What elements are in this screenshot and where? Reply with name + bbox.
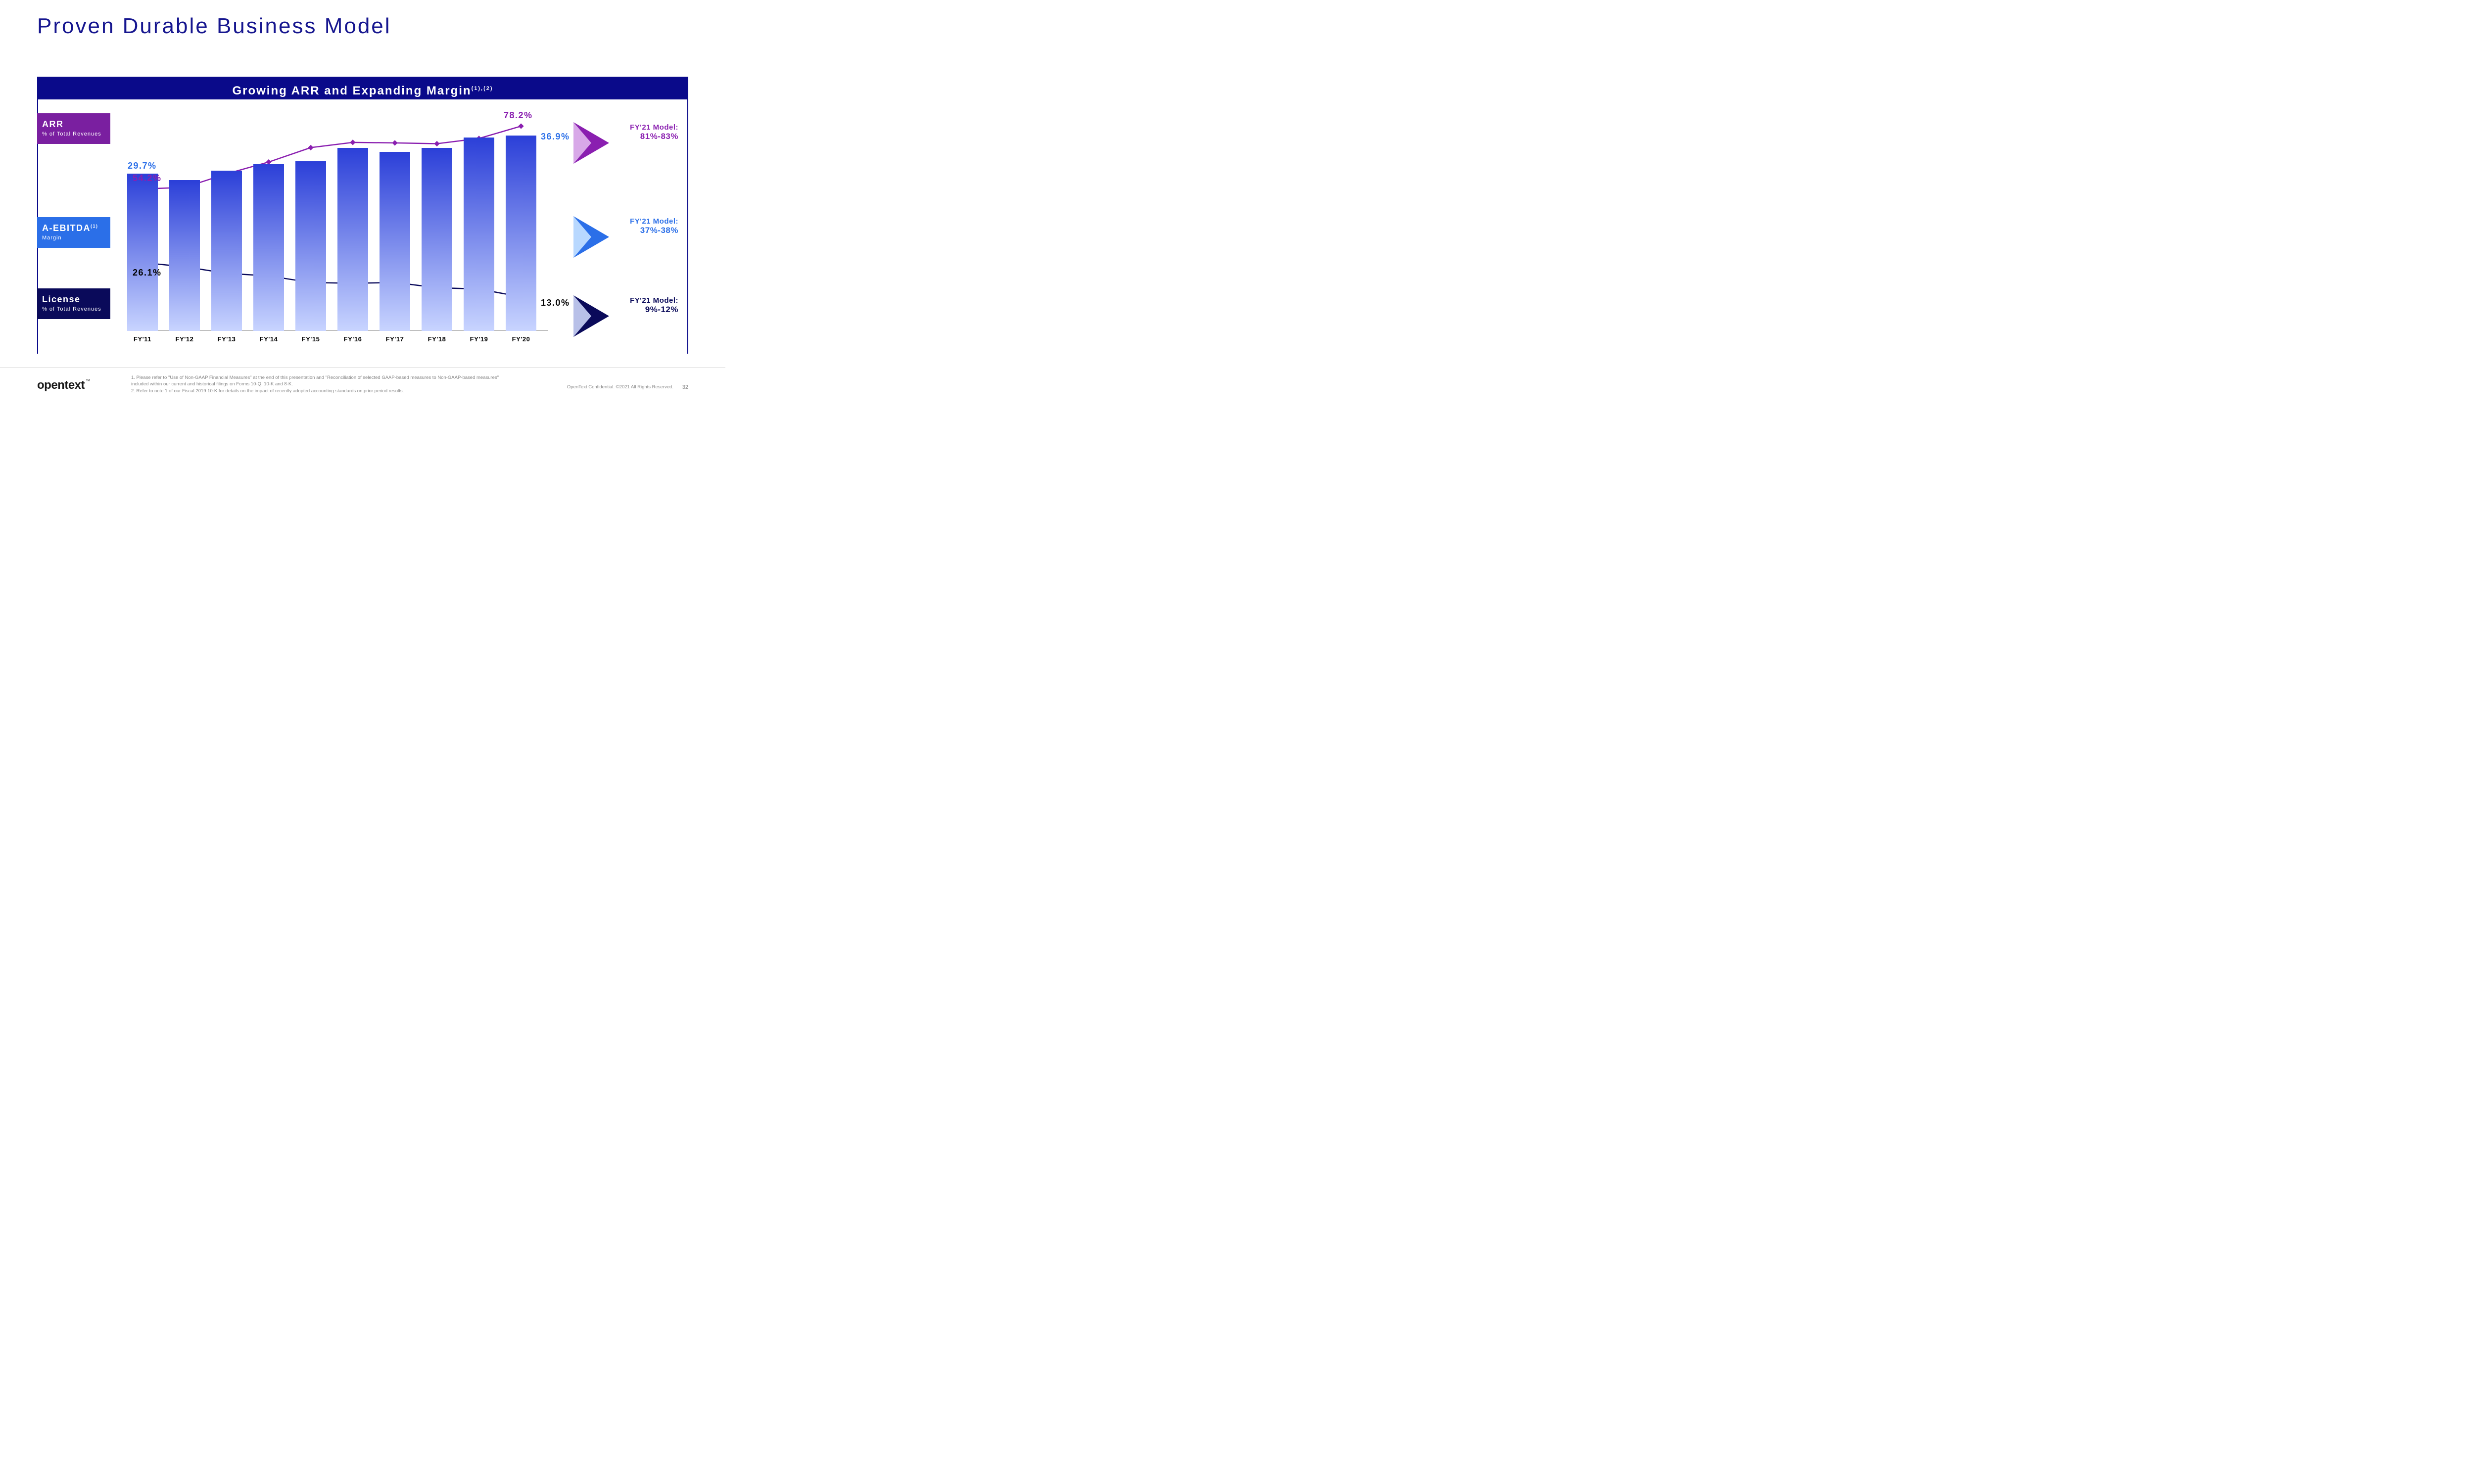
- x-axis-label: FY'12: [169, 335, 200, 343]
- legend-sub: % of Total Revenues: [42, 306, 105, 313]
- footnote-2: 2. Refer to note 1 of our Fiscal 2019 10…: [131, 388, 517, 394]
- arr-marker: [350, 139, 355, 145]
- chart-header: Growing ARR and Expanding Margin(1),(2): [38, 78, 687, 99]
- arrow-ebitda: [573, 216, 609, 258]
- page-number: 32: [682, 384, 688, 390]
- bar-FY'19: [464, 138, 494, 331]
- bar-FY'14: [253, 164, 284, 331]
- logo-tm: ™: [86, 378, 90, 383]
- slide-title: Proven Durable Business Model: [37, 14, 391, 39]
- arr-marker: [392, 140, 397, 145]
- model-label-ebitda: FY'21 Model:37%-38%: [617, 217, 678, 235]
- bar-FY'13: [211, 171, 242, 331]
- footnotes: 1. Please refer to "Use of Non-GAAP Fina…: [131, 374, 517, 394]
- model-label-license: FY'21 Model:9%-12%: [617, 296, 678, 315]
- x-axis-label: FY'14: [253, 335, 284, 343]
- opentext-logo: opentext™: [37, 378, 90, 392]
- bar-FY'18: [422, 148, 452, 331]
- ebitda-first-label: 29.7%: [128, 161, 157, 171]
- x-axis-label: FY'16: [337, 335, 368, 343]
- bar-FY'12: [169, 180, 200, 331]
- model-label-arr: FY'21 Model:81%-83%: [617, 123, 678, 141]
- bar-FY'20: [506, 136, 536, 331]
- arr-first-label: 54.2%: [133, 173, 162, 184]
- logo-text: opentext: [37, 378, 85, 392]
- ebitda-last-label: 36.9%: [541, 132, 570, 142]
- footnote-1: 1. Please refer to "Use of Non-GAAP Fina…: [131, 374, 517, 388]
- arr-last-label: 78.2%: [504, 110, 533, 121]
- bar-FY'11: [127, 174, 158, 331]
- arrow-gradient-overlay: [573, 122, 591, 164]
- chart-header-sup: (1),(2): [472, 86, 493, 92]
- arrow-gradient-overlay: [573, 295, 591, 337]
- legend-sub: Margin: [42, 234, 105, 242]
- legend-title: License: [42, 294, 105, 305]
- arr-marker: [434, 141, 439, 146]
- x-axis-label: FY'20: [506, 335, 536, 343]
- legend-ebitda: A-EBITDA(1)Margin: [37, 217, 110, 248]
- chart-header-text: Growing ARR and Expanding Margin: [232, 84, 471, 97]
- bar-FY'17: [380, 152, 410, 331]
- plot-area: FY'11FY'12FY'13FY'14FY'15FY'16FY'17FY'18…: [127, 108, 548, 331]
- legend-title: ARR: [42, 119, 105, 130]
- x-axis-label: FY'17: [380, 335, 410, 343]
- arrow-arr: [573, 122, 609, 164]
- legend-license: License% of Total Revenues: [37, 288, 110, 319]
- license-first-label: 26.1%: [133, 268, 162, 278]
- arr-marker: [308, 145, 313, 150]
- x-axis-label: FY'13: [211, 335, 242, 343]
- bar-FY'15: [295, 161, 326, 331]
- legend-title: A-EBITDA(1): [42, 223, 105, 233]
- x-axis-label: FY'15: [295, 335, 326, 343]
- chart-card: Growing ARR and Expanding Margin(1),(2) …: [37, 77, 688, 354]
- x-axis-label: FY'18: [422, 335, 452, 343]
- x-axis-label: FY'19: [464, 335, 494, 343]
- arrow-gradient-overlay: [573, 216, 591, 258]
- bar-FY'16: [337, 148, 368, 331]
- arrow-column: [573, 108, 613, 331]
- arrow-license: [573, 295, 609, 337]
- footer: opentext™ 1. Please refer to "Use of Non…: [37, 368, 688, 402]
- copyright: OpenText Confidential. ©2021 All Rights …: [567, 384, 673, 390]
- chart-body: ARR% of Total RevenuesA-EBITDA(1)MarginL…: [38, 99, 687, 354]
- legend-arr: ARR% of Total Revenues: [37, 113, 110, 144]
- legend-sub: % of Total Revenues: [42, 131, 105, 138]
- arr-marker: [518, 123, 523, 129]
- license-last-label: 13.0%: [541, 298, 570, 308]
- x-axis-label: FY'11: [127, 335, 158, 343]
